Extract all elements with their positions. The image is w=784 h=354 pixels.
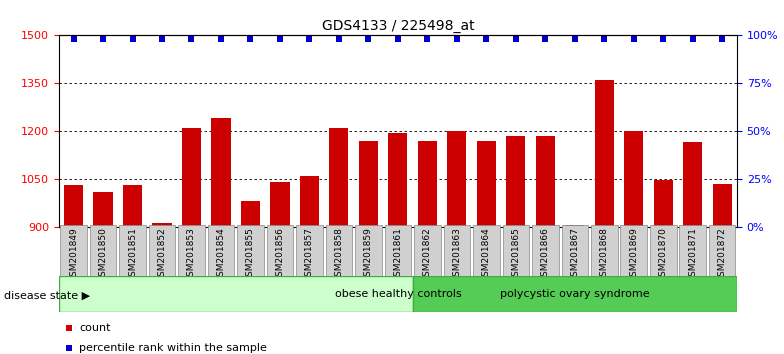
FancyBboxPatch shape (178, 225, 205, 276)
Text: GSM201857: GSM201857 (305, 227, 314, 282)
Text: GSM201872: GSM201872 (717, 227, 727, 282)
Bar (595, 80, 614, 227)
Bar (535, 136, 555, 227)
Bar (418, 141, 437, 227)
FancyBboxPatch shape (60, 225, 87, 276)
FancyBboxPatch shape (650, 225, 677, 276)
Text: count: count (79, 322, 111, 332)
FancyBboxPatch shape (591, 225, 618, 276)
Bar (388, 132, 408, 227)
Text: disease state ▶: disease state ▶ (4, 291, 90, 301)
Bar (152, 223, 172, 227)
Text: GSM201850: GSM201850 (99, 227, 107, 282)
Text: GSM201871: GSM201871 (688, 227, 697, 282)
Text: GSM201861: GSM201861 (394, 227, 402, 282)
FancyBboxPatch shape (59, 276, 412, 312)
Bar (212, 118, 230, 227)
Text: GSM201865: GSM201865 (511, 227, 521, 282)
Text: GSM201863: GSM201863 (452, 227, 461, 282)
Text: GSM201858: GSM201858 (335, 227, 343, 282)
Bar (477, 141, 496, 227)
Text: GSM201870: GSM201870 (659, 227, 668, 282)
Bar (64, 185, 83, 227)
Bar (329, 128, 349, 227)
FancyBboxPatch shape (238, 225, 263, 276)
Bar (270, 182, 289, 227)
FancyBboxPatch shape (208, 225, 234, 276)
FancyBboxPatch shape (503, 225, 529, 276)
Text: GSM201856: GSM201856 (275, 227, 285, 282)
Text: GSM201854: GSM201854 (216, 227, 226, 282)
Bar (447, 131, 466, 227)
Bar (683, 142, 702, 227)
Bar (713, 183, 731, 227)
Title: GDS4133 / 225498_at: GDS4133 / 225498_at (321, 19, 474, 33)
FancyBboxPatch shape (709, 225, 735, 276)
Text: GSM201851: GSM201851 (128, 227, 137, 282)
Text: GSM201869: GSM201869 (630, 227, 638, 282)
FancyBboxPatch shape (444, 225, 470, 276)
Text: GSM201868: GSM201868 (600, 227, 609, 282)
FancyBboxPatch shape (149, 225, 176, 276)
FancyBboxPatch shape (412, 276, 737, 312)
FancyBboxPatch shape (532, 225, 558, 276)
FancyBboxPatch shape (355, 225, 382, 276)
Text: obese healthy controls: obese healthy controls (335, 289, 461, 299)
FancyBboxPatch shape (561, 225, 588, 276)
FancyBboxPatch shape (414, 225, 441, 276)
Text: GSM201853: GSM201853 (187, 227, 196, 282)
Bar (506, 136, 525, 227)
FancyBboxPatch shape (296, 225, 323, 276)
FancyBboxPatch shape (325, 225, 352, 276)
Text: GSM201864: GSM201864 (482, 227, 491, 282)
Bar (654, 180, 673, 227)
Text: GSM201867: GSM201867 (570, 227, 579, 282)
Bar (123, 185, 142, 227)
Text: GSM201859: GSM201859 (364, 227, 373, 282)
FancyBboxPatch shape (385, 225, 411, 276)
FancyBboxPatch shape (89, 225, 116, 276)
Bar (241, 201, 260, 227)
Text: GSM201852: GSM201852 (158, 227, 166, 282)
Text: polycystic ovary syndrome: polycystic ovary syndrome (500, 289, 650, 299)
Bar (624, 131, 644, 227)
Bar (565, 225, 584, 227)
Text: GSM201855: GSM201855 (246, 227, 255, 282)
FancyBboxPatch shape (267, 225, 293, 276)
Bar (93, 192, 113, 227)
FancyBboxPatch shape (119, 225, 146, 276)
Text: GSM201849: GSM201849 (69, 227, 78, 282)
Bar (299, 176, 319, 227)
Bar (359, 141, 378, 227)
Text: GSM201866: GSM201866 (541, 227, 550, 282)
FancyBboxPatch shape (473, 225, 499, 276)
FancyBboxPatch shape (620, 225, 647, 276)
Text: GSM201862: GSM201862 (423, 227, 432, 282)
Bar (182, 128, 201, 227)
FancyBboxPatch shape (680, 225, 706, 276)
Text: percentile rank within the sample: percentile rank within the sample (79, 343, 267, 353)
